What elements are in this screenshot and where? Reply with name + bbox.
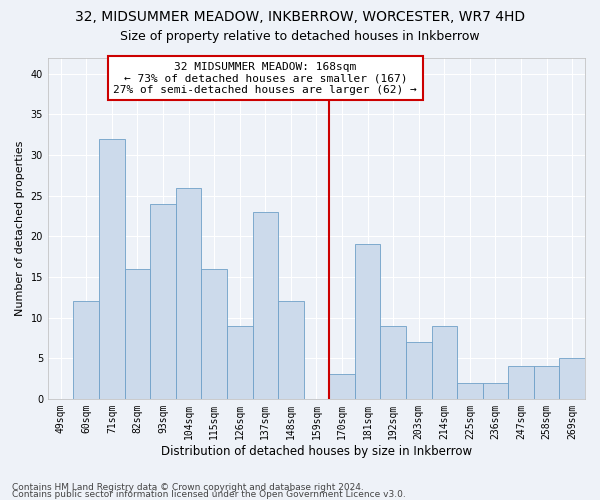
Text: Contains public sector information licensed under the Open Government Licence v3: Contains public sector information licen… [12, 490, 406, 499]
Bar [508, 366, 534, 399]
Bar [125, 269, 150, 399]
Text: Size of property relative to detached houses in Inkberrow: Size of property relative to detached ho… [120, 30, 480, 43]
Bar [99, 139, 125, 399]
Bar [329, 374, 355, 399]
Y-axis label: Number of detached properties: Number of detached properties [15, 140, 25, 316]
Text: Contains HM Land Registry data © Crown copyright and database right 2024.: Contains HM Land Registry data © Crown c… [12, 484, 364, 492]
Bar [380, 326, 406, 399]
Bar [227, 326, 253, 399]
Bar [278, 302, 304, 399]
Bar [150, 204, 176, 399]
Bar [73, 302, 99, 399]
Bar [406, 342, 431, 399]
Bar [534, 366, 559, 399]
Bar [355, 244, 380, 399]
Text: 32, MIDSUMMER MEADOW, INKBERROW, WORCESTER, WR7 4HD: 32, MIDSUMMER MEADOW, INKBERROW, WORCEST… [75, 10, 525, 24]
Bar [559, 358, 585, 399]
Bar [431, 326, 457, 399]
Bar [457, 382, 482, 399]
X-axis label: Distribution of detached houses by size in Inkberrow: Distribution of detached houses by size … [161, 444, 472, 458]
Bar [253, 212, 278, 399]
Bar [176, 188, 202, 399]
Text: 32 MIDSUMMER MEADOW: 168sqm
← 73% of detached houses are smaller (167)
27% of se: 32 MIDSUMMER MEADOW: 168sqm ← 73% of det… [113, 62, 417, 95]
Bar [202, 269, 227, 399]
Bar [482, 382, 508, 399]
